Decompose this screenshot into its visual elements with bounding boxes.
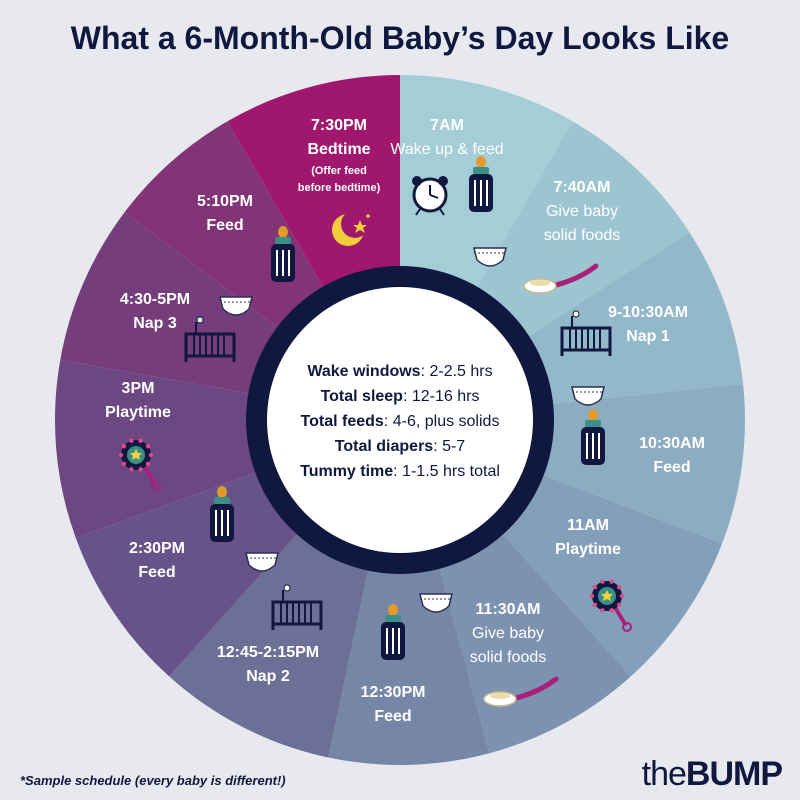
- segment-activity: Give baby: [472, 625, 544, 642]
- segment-label-group: 7AM Wake up & feed: [390, 117, 503, 158]
- segment-activity: solid foods: [544, 227, 621, 244]
- segment-activity: Feed: [653, 459, 690, 476]
- logo-brand: BUMP: [685, 755, 783, 793]
- footnote: *Sample schedule (every baby is differen…: [20, 773, 286, 788]
- segment-time: 11:30AM: [476, 601, 541, 618]
- summary-value: : 5-7: [433, 438, 465, 455]
- summary-value: : 1-1.5 hrs total: [393, 463, 500, 480]
- segment-4: [501, 474, 723, 677]
- summary-line: Wake windows: 2-2.5 hrs: [307, 363, 492, 380]
- logo-prefix: the: [641, 755, 687, 793]
- segment-time: 7:40AM: [554, 179, 611, 196]
- summary-line: Tummy time: 1-1.5 hrs total: [300, 463, 500, 480]
- segment-time: 3PM: [122, 380, 155, 397]
- segment-activity: Nap 2: [246, 668, 290, 685]
- diaper-icon: [245, 552, 279, 572]
- segment-time: 7AM: [430, 117, 464, 134]
- segment-label-group: 3PM Playtime: [105, 380, 171, 421]
- segment-time: 5:10PM: [197, 193, 253, 210]
- segment-time: 4:30-5PM: [120, 291, 190, 308]
- segment-activity: solid foods: [470, 649, 547, 666]
- segment-time: 7:30PM: [311, 117, 367, 134]
- spoon-icon: [523, 263, 599, 294]
- segment-activity: Nap 1: [626, 328, 670, 345]
- segment-9: [54, 360, 258, 538]
- segment-time: 9-10:30AM: [608, 304, 688, 321]
- segment-label-group: 12:45-2:15PM Nap 2: [217, 644, 319, 685]
- segment-activity: Playtime: [105, 404, 171, 421]
- segment-time: 10:30AM: [639, 435, 705, 452]
- segment-time: 11AM: [567, 517, 609, 534]
- moon-stars-icon: [332, 210, 370, 246]
- center-panel: [267, 287, 533, 553]
- segment-label-group: 11AM Playtime: [555, 517, 621, 558]
- segment-label-group: 4:30-5PM Nap 3: [120, 291, 190, 332]
- segment-label-group: 7:30PM Bedtime (Offer feed before bedtime): [298, 117, 381, 194]
- rattle-icon: [118, 438, 161, 491]
- segment-activity: Playtime: [555, 541, 621, 558]
- segment-label-group: 12:30PM Feed: [361, 684, 426, 725]
- segment-note: (Offer feed: [311, 165, 367, 177]
- segment-6: [328, 566, 490, 765]
- segment-2: [527, 232, 744, 405]
- segment-activity: Give baby: [546, 203, 618, 220]
- bottle-icon: [381, 604, 405, 660]
- segment-time: 12:30PM: [361, 684, 426, 701]
- summary-line: Total sleep: 12-16 hrs: [321, 388, 480, 405]
- summary-value: : 4-6, plus solids: [384, 413, 500, 430]
- spoon-icon: [483, 676, 559, 707]
- segment-label-group: 9-10:30AM Nap 1: [608, 304, 688, 345]
- bottle-icon: [469, 156, 493, 212]
- segment-activity: Nap 3: [133, 315, 177, 332]
- segment-label-group: 2:30PM Feed: [129, 540, 185, 581]
- bottle-icon: [210, 486, 234, 542]
- diaper-icon: [473, 247, 507, 267]
- summary-line: Total feeds: 4-6, plus solids: [301, 413, 500, 430]
- bottle-icon: [581, 409, 605, 465]
- summary-value: : 2-2.5 hrs: [421, 363, 493, 380]
- segment-label-group: 10:30AM Feed: [639, 435, 705, 476]
- segment-label-group: 5:10PM Feed: [197, 193, 253, 234]
- summary-label: Total feeds: [301, 413, 384, 430]
- segment-note: before bedtime): [298, 182, 381, 194]
- segment-activity: Feed: [138, 564, 175, 581]
- segment-activity: Bedtime: [307, 141, 370, 158]
- segment-activity: Wake up & feed: [390, 141, 503, 158]
- brand-logo: theBUMP: [641, 755, 783, 794]
- segment-8: [75, 471, 299, 677]
- summary-label: Total sleep: [321, 388, 404, 405]
- segment-label-group: 7:40AM Give baby solid foods: [544, 179, 621, 244]
- summary-value: : 12-16 hrs: [403, 388, 479, 405]
- segment-label-group: 11:30AM Give baby solid foods: [470, 601, 547, 666]
- bottle-icon: [271, 226, 295, 282]
- segment-time: 2:30PM: [129, 540, 185, 557]
- rattle-icon: [589, 579, 632, 632]
- segment-activity: Feed: [374, 708, 411, 725]
- segment-time: 12:45-2:15PM: [217, 644, 319, 661]
- summary-label: Tummy time: [300, 463, 393, 480]
- segment-activity: Feed: [206, 217, 243, 234]
- summary-label: Total diapers: [335, 438, 433, 455]
- summary-label: Wake windows: [307, 363, 420, 380]
- page-title: What a 6-Month-Old Baby’s Day Looks Like: [70, 20, 730, 56]
- alarm-clock-icon: [412, 176, 448, 216]
- crib-icon: [271, 584, 323, 630]
- diaper-icon: [219, 296, 253, 316]
- segment-7: [169, 532, 369, 758]
- diaper-icon: [571, 386, 605, 406]
- crib-icon: [560, 310, 612, 356]
- summary-line: Total diapers: 5-7: [335, 438, 466, 455]
- crib-icon: [184, 316, 236, 362]
- diaper-icon: [419, 593, 453, 613]
